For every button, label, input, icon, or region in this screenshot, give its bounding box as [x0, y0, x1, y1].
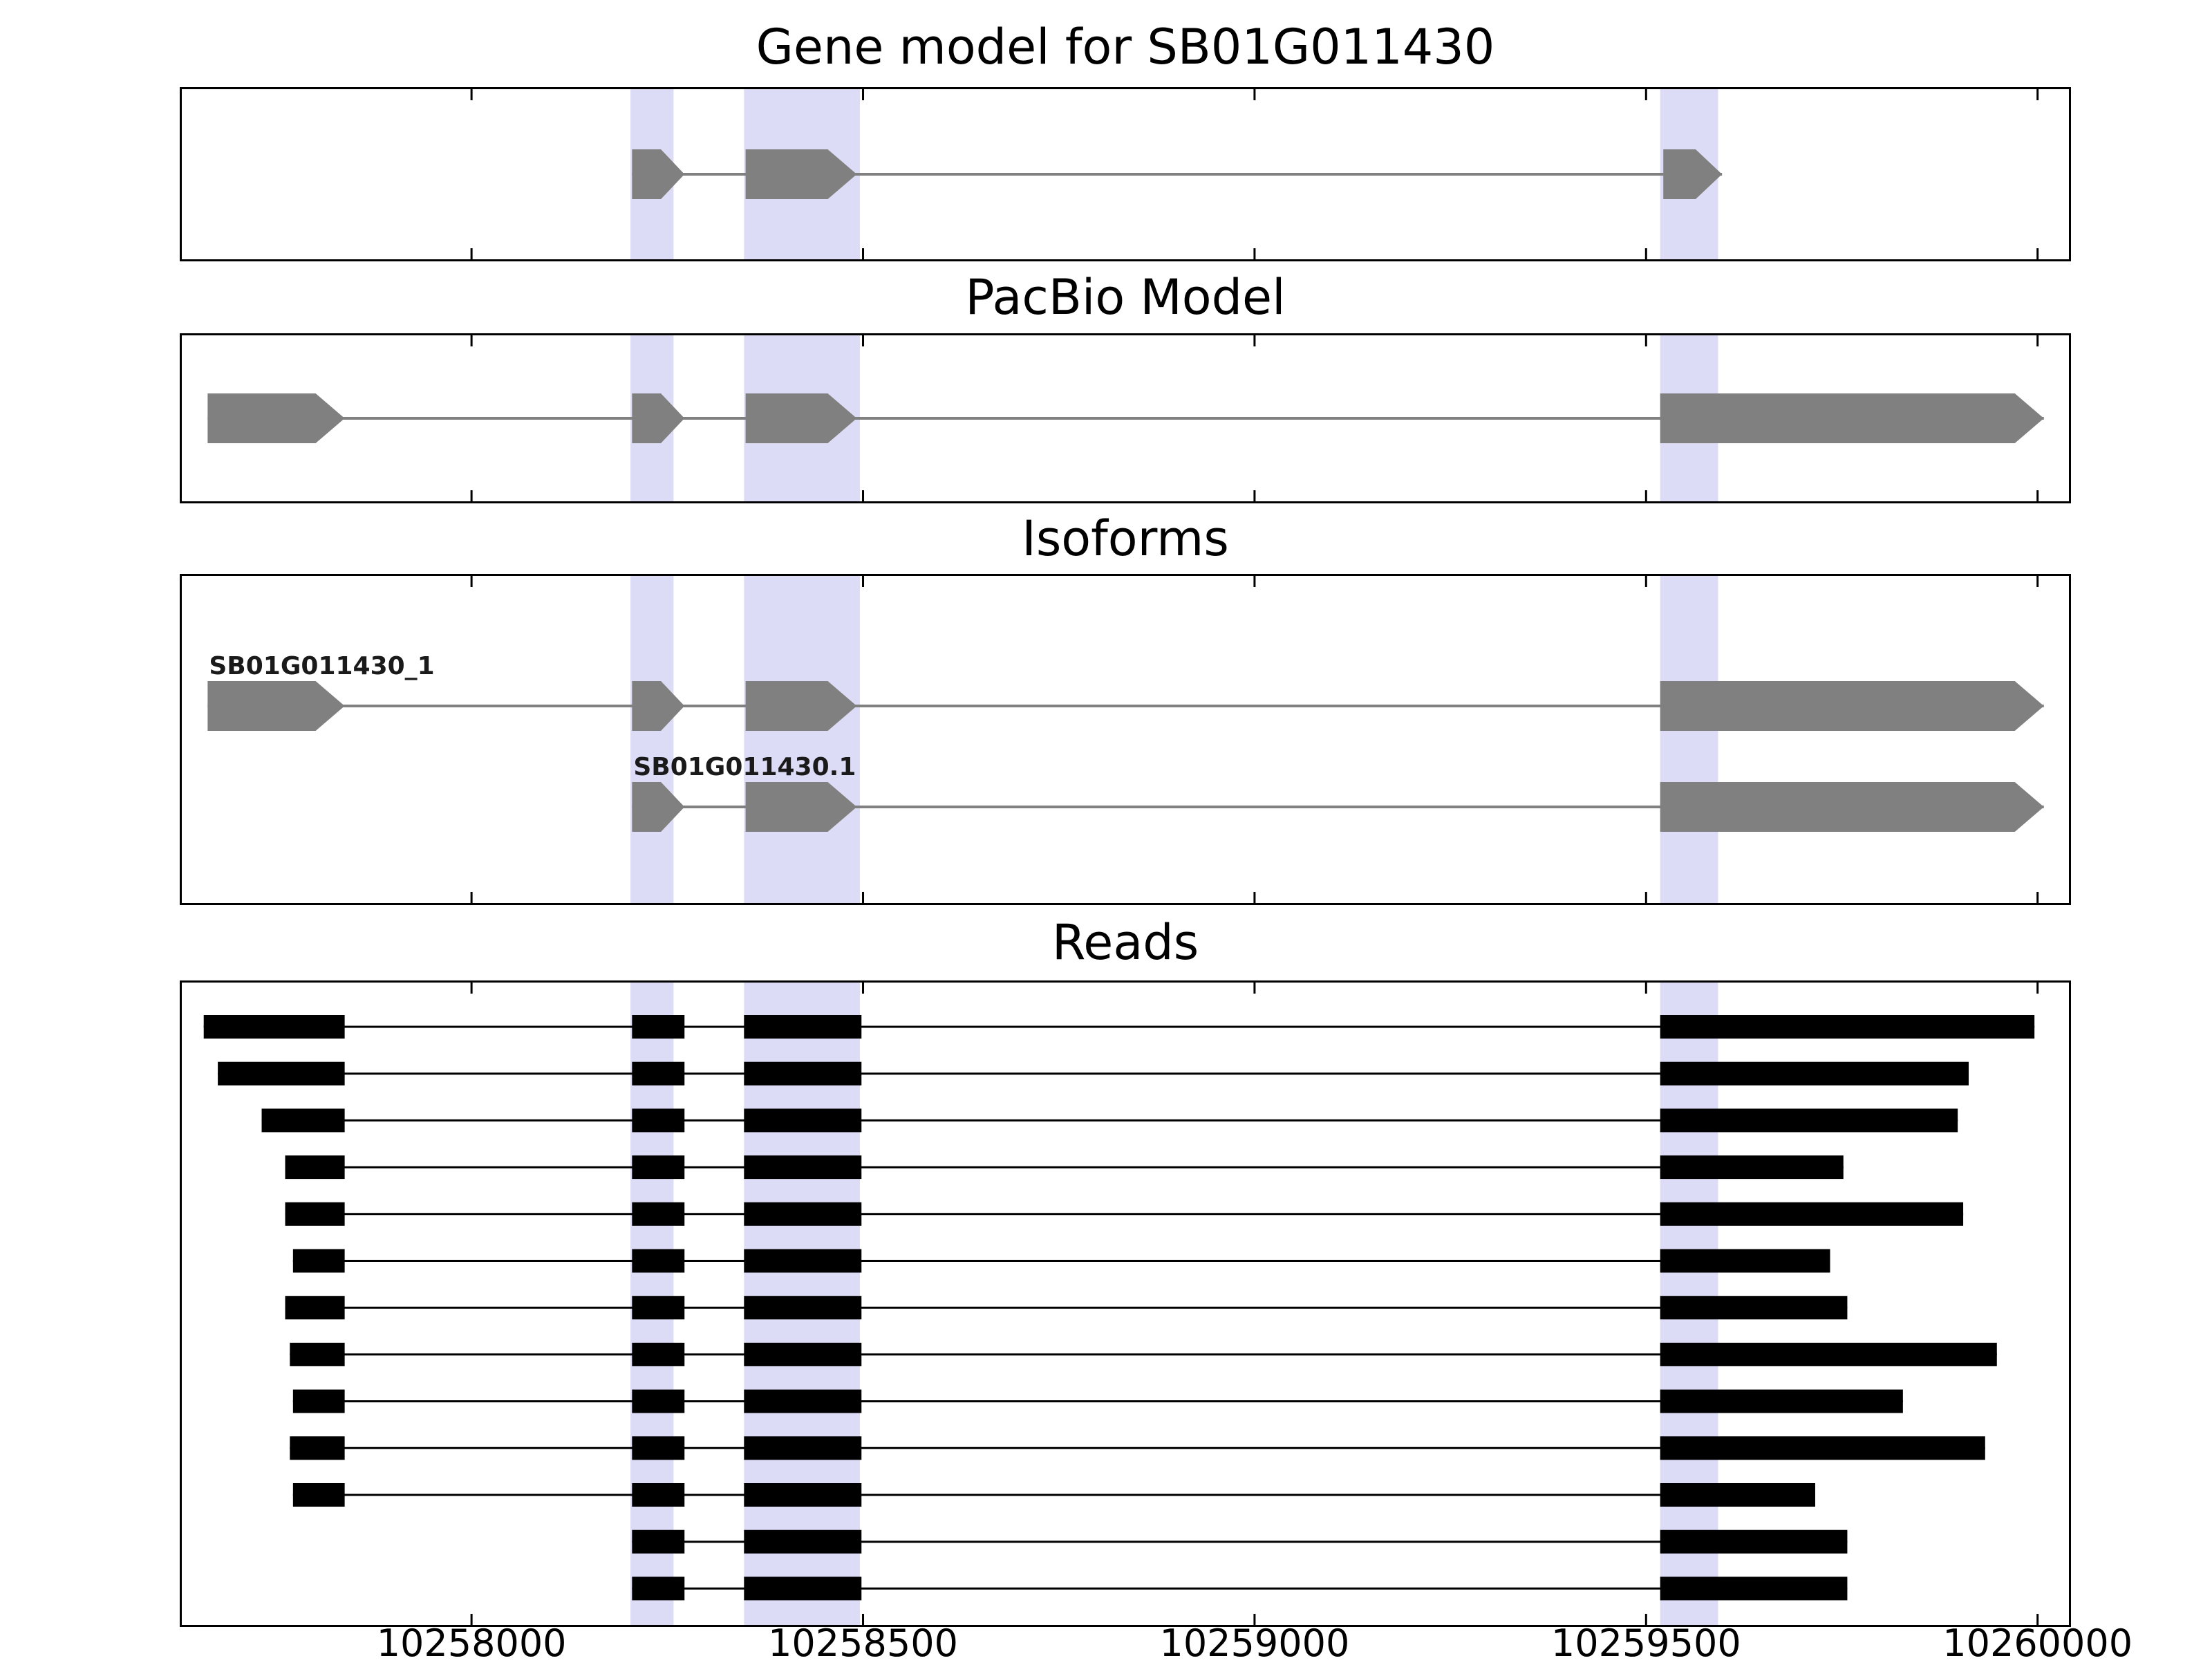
pacbio-model-track	[180, 333, 2071, 503]
pacbio-model-title: PacBio Model	[965, 269, 1286, 326]
read-block	[1660, 1061, 1969, 1086]
read-block	[744, 1483, 862, 1507]
read-block	[1660, 1202, 1964, 1226]
read-block	[744, 1342, 862, 1366]
gene-model-title: Gene model for SB01G011430	[756, 19, 1495, 75]
read-block	[744, 1576, 862, 1601]
read-block	[632, 1015, 685, 1039]
exon	[1660, 782, 2044, 832]
exon	[1660, 681, 2044, 731]
read-block	[290, 1436, 345, 1460]
read-block	[1660, 1155, 1844, 1180]
x-axis-tick-label: 10259000	[1159, 1621, 1350, 1665]
read-block	[1660, 1108, 1958, 1133]
exon	[632, 782, 685, 832]
read-block	[1660, 1015, 2035, 1039]
read-block	[292, 1249, 345, 1273]
exon	[745, 393, 857, 443]
isoforms-title: Isoforms	[1022, 510, 1229, 567]
exon	[632, 393, 685, 443]
read-block	[744, 1202, 862, 1226]
read-block	[632, 1108, 685, 1133]
read-block	[285, 1296, 345, 1320]
exon	[745, 149, 857, 199]
read-block	[744, 1249, 862, 1273]
read-block	[744, 1436, 862, 1460]
read-block	[632, 1529, 685, 1554]
read-block	[1660, 1342, 1997, 1366]
isoforms-track: SB01G011430_1 SB01G011430.1	[180, 574, 2071, 905]
read-block	[744, 1155, 862, 1180]
exon	[745, 681, 857, 731]
reads-track	[180, 980, 2071, 1627]
exon	[745, 782, 857, 832]
read-block	[744, 1108, 862, 1133]
gene-model-track	[180, 87, 2071, 261]
read-block	[744, 1296, 862, 1320]
isoform-label: SB01G011430.1	[633, 753, 856, 781]
read-block	[632, 1061, 685, 1086]
exon	[1660, 393, 2044, 443]
read-block	[632, 1342, 685, 1366]
exon	[207, 393, 345, 443]
highlight-region	[744, 576, 860, 903]
x-axis-tick-label: 10258500	[768, 1621, 958, 1665]
read-block	[1660, 1576, 1848, 1601]
read-block	[632, 1249, 685, 1273]
read-block	[632, 1576, 685, 1601]
read-block	[1660, 1296, 1848, 1320]
exon	[632, 681, 685, 731]
read-block	[1660, 1249, 1830, 1273]
isoform-label: SB01G011430_1	[209, 652, 434, 680]
read-block	[632, 1389, 685, 1413]
read-block	[632, 1483, 685, 1507]
exon	[1663, 149, 1723, 199]
read-block	[744, 1015, 862, 1039]
read-block	[744, 1529, 862, 1554]
read-block	[290, 1342, 345, 1366]
highlight-region	[1660, 576, 1718, 903]
read-block	[285, 1202, 345, 1226]
x-axis-tick-label: 10260000	[1942, 1621, 2133, 1665]
read-block	[292, 1483, 345, 1507]
read-block	[632, 1436, 685, 1460]
read-block	[218, 1061, 345, 1086]
read-block	[203, 1015, 345, 1039]
read-block	[744, 1389, 862, 1413]
read-block	[1660, 1436, 1985, 1460]
read-block	[632, 1155, 685, 1180]
read-block	[285, 1155, 345, 1180]
read-block	[292, 1389, 345, 1413]
read-block	[744, 1061, 862, 1086]
read-block	[632, 1296, 685, 1320]
read-block	[1660, 1529, 1848, 1554]
read-block	[632, 1202, 685, 1226]
x-axis-tick-label: 10259500	[1550, 1621, 1741, 1665]
read-block	[1660, 1483, 1815, 1507]
exon	[207, 681, 345, 731]
read-block	[1660, 1389, 1903, 1413]
exon	[632, 149, 685, 199]
highlight-region	[630, 576, 674, 903]
reads-title: Reads	[1051, 914, 1199, 971]
read-block	[261, 1108, 345, 1133]
x-axis-tick-label: 10258000	[376, 1621, 567, 1665]
